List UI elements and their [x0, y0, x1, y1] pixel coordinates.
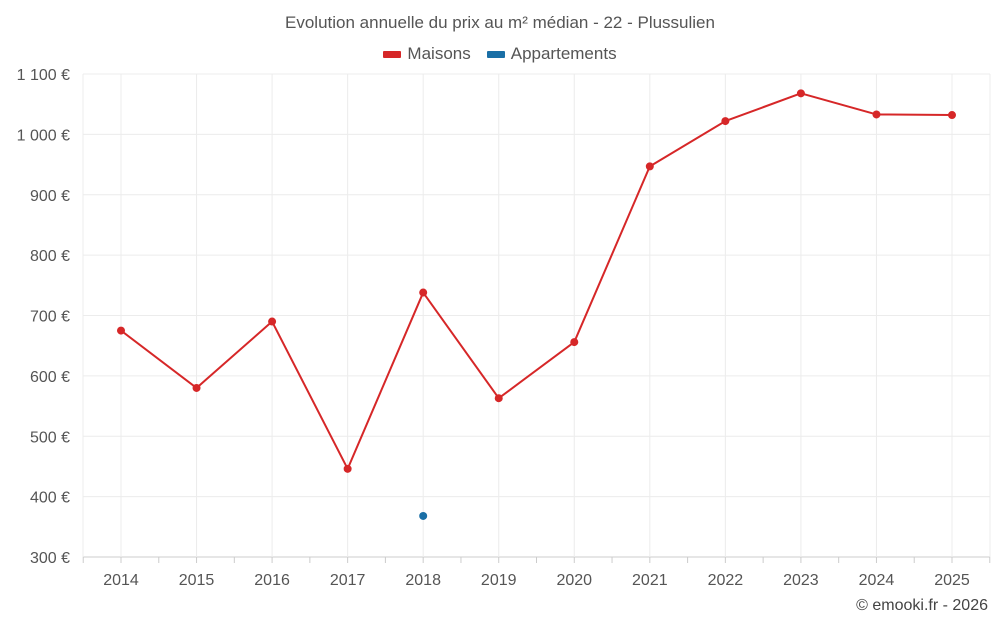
point-maisons-2016 [268, 317, 277, 326]
point-maisons-2019 [494, 394, 503, 403]
y-tick-label-1000: 1 000 € [17, 127, 70, 144]
x-tick-label-2021: 2021 [632, 572, 668, 589]
x-tick-label-2019: 2019 [481, 572, 517, 589]
y-tick-label-700: 700 € [30, 309, 70, 326]
legend-item-appartements[interactable]: Appartements [486, 44, 617, 64]
point-maisons-2020 [570, 338, 579, 347]
legend: Maisons Appartements [0, 44, 1000, 64]
y-tick-label-500: 500 € [30, 429, 70, 446]
x-tick-label-2018: 2018 [405, 572, 441, 589]
point-maisons-2022 [721, 117, 730, 126]
legend-swatch-appartements [486, 50, 505, 58]
point-maisons-2025 [948, 111, 956, 120]
point-maisons-2017 [343, 464, 352, 473]
point-appartements-2018 [419, 511, 428, 520]
point-maisons-2018 [419, 288, 428, 297]
x-tick-label-2016: 2016 [254, 572, 290, 589]
x-tick-label-2024: 2024 [859, 572, 895, 589]
series-line-maisons [120, 92, 953, 470]
x-tick-label-2017: 2017 [330, 572, 366, 589]
x-tick-label-2020: 2020 [556, 572, 592, 589]
point-maisons-2023 [796, 89, 805, 98]
x-tick-label-2014: 2014 [103, 572, 139, 589]
y-tick-label-600: 600 € [30, 369, 70, 386]
x-tick-label-2025: 2025 [934, 572, 970, 589]
point-maisons-2024 [872, 110, 881, 119]
legend-label-appartements: Appartements [510, 44, 617, 63]
y-tick-label-900: 900 € [30, 188, 70, 205]
legend-label-maisons: Maisons [407, 44, 471, 63]
legend-item-maisons[interactable]: Maisons [383, 44, 471, 64]
point-maisons-2021 [645, 162, 654, 171]
credit: © emooki.fr - 2026 [856, 597, 988, 614]
y-tick-label-400: 400 € [30, 490, 70, 507]
x-tick-label-2022: 2022 [708, 572, 744, 589]
y-tick-label-800: 800 € [30, 248, 70, 265]
point-maisons-2014 [117, 326, 125, 335]
x-tick-label-2023: 2023 [783, 572, 819, 589]
y-tick-label-300: 300 € [30, 550, 70, 567]
chart-title: Evolution annuelle du prix au m² médian … [285, 13, 715, 32]
y-tick-label-1100: 1 100 € [17, 67, 70, 84]
x-tick-label-2015: 2015 [179, 572, 215, 589]
legend-swatch-maisons [383, 50, 402, 58]
point-maisons-2015 [192, 383, 201, 392]
